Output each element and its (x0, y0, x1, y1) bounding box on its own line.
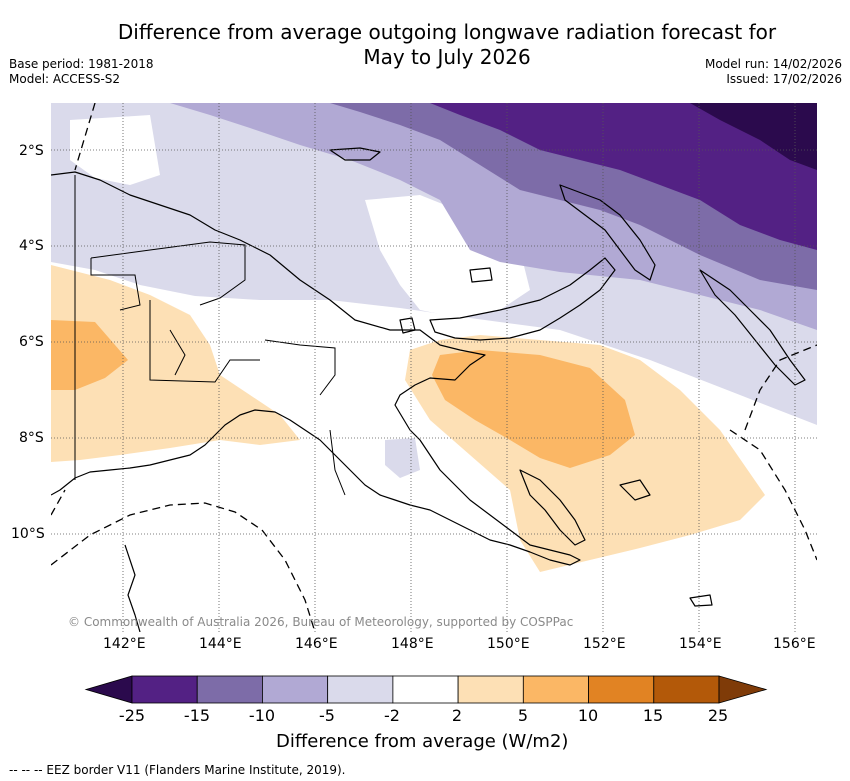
lat-label-8s: 8°S (19, 430, 44, 446)
colorbar-swatch (522, 675, 589, 704)
lon-label-150e: 150°E (487, 636, 530, 652)
cb-tick-3: -5 (319, 706, 335, 725)
eez-borders (51, 103, 817, 632)
lat-label-2s: 2°S (19, 143, 44, 159)
title-line-2: May to July 2026 (363, 45, 531, 69)
island-small-3 (399, 317, 416, 334)
cb-tick-5: 2 (451, 706, 463, 725)
eez-border-3 (729, 429, 817, 561)
model-name: Model: ACCESS-S2 (9, 72, 121, 86)
province-border-2 (90, 258, 141, 311)
colorbar-swatch (327, 675, 394, 704)
colorbar-label: Difference from average (W/m2) (276, 731, 569, 752)
graticule (51, 103, 817, 632)
anomaly-region-orange-west-inner (51, 320, 128, 390)
colorbar-extend-low (84, 675, 133, 704)
issued-date: Issued: 17/02/2026 (726, 72, 842, 86)
cb-tick-8: 15 (642, 706, 664, 725)
colorbar-swatch (131, 675, 198, 704)
island-small-1 (619, 479, 651, 501)
lon-label-144e: 144°E (199, 636, 242, 652)
manus-coast (329, 147, 381, 161)
title-line-1: Difference from average outgoing longwav… (117, 20, 777, 44)
lat-label-4s: 4°S (19, 238, 44, 254)
eez-border-4 (744, 344, 817, 431)
lon-label-152e: 152°E (583, 636, 626, 652)
lon-label-142e: 142°E (103, 636, 146, 652)
cb-tick-1: -15 (183, 706, 211, 725)
lon-label-146e: 146°E (295, 636, 338, 652)
eez-border-1 (74, 103, 96, 171)
cb-tick-2: -10 (248, 706, 276, 725)
colorbar-swatch (653, 675, 720, 704)
cb-tick-6: 5 (517, 706, 529, 725)
lon-label-154e: 154°E (679, 636, 722, 652)
lat-label-10s: 10°S (11, 526, 45, 542)
anomaly-region-purple-4 (430, 103, 817, 250)
eez-legend: -- -- -- EEZ border V11 (Flanders Marine… (9, 763, 346, 777)
colorbar-extend-high (718, 675, 768, 704)
coastlines (51, 147, 806, 632)
base-period: Base period: 1981-2018 (9, 57, 154, 71)
australia-coast (124, 544, 141, 632)
province-border-5 (264, 339, 336, 396)
cb-tick-7: 10 (577, 706, 599, 725)
model-run: Model run: 14/02/2026 (704, 57, 842, 71)
colorbar-swatch (588, 675, 655, 704)
bougainville-coast (699, 269, 806, 386)
new-ireland-coast (559, 184, 656, 281)
colorbar-swatch (392, 675, 459, 704)
admin-borders (74, 175, 346, 496)
colorbar-swatch (196, 675, 263, 704)
island-small-4 (469, 267, 493, 283)
eez-border-2 (51, 502, 316, 632)
new-guinea-coast (51, 171, 581, 566)
new-britain-coast (429, 257, 616, 341)
province-border-4 (169, 329, 186, 376)
islands-east-coast (519, 469, 586, 546)
cb-tick-0: -25 (118, 706, 146, 725)
cb-tick-9: 25 (707, 706, 729, 725)
map-title: Difference from average outgoing longwav… (0, 20, 850, 70)
anomaly-region-orange-west (51, 265, 300, 462)
province-border-1 (90, 241, 246, 306)
lon-label-148e: 148°E (391, 636, 434, 652)
lon-label-156e: 156°E (773, 636, 816, 652)
colorbar-swatches (84, 675, 768, 704)
lat-label-6s: 6°S (19, 334, 44, 350)
province-border-3 (149, 300, 260, 383)
meta-left: Base period: 1981-2018 Model: ACCESS-S2 (9, 57, 154, 87)
island-small-2 (689, 594, 713, 607)
colorbar-swatch (457, 675, 524, 704)
anomaly-region-white-notch-2 (365, 195, 530, 318)
colorbar-swatch (262, 675, 329, 704)
eez-border-5 (51, 489, 66, 516)
anomaly-region-purple-5 (690, 103, 817, 170)
meta-right: Model run: 14/02/2026 Issued: 17/02/2026 (705, 57, 842, 87)
province-border-6 (329, 429, 346, 496)
anomaly-region-orange-east-inner (432, 350, 635, 468)
copyright-notice: © Commonwealth of Australia 2026, Bureau… (68, 615, 574, 629)
cb-tick-4: -2 (384, 706, 400, 725)
